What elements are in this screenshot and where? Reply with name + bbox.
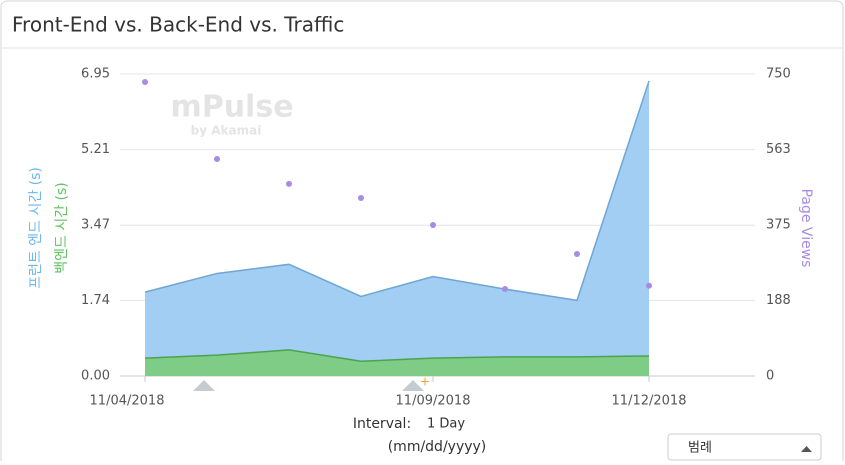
watermark: mPulse [170,90,293,125]
page-view-dot [214,155,220,162]
y2-tick-label: 563 [766,142,791,157]
y2-tick-label: 0 [766,369,774,384]
page-view-dot [142,79,148,86]
dropdown-arrow[interactable] [801,446,812,452]
page-view-dot [502,286,508,293]
page-view-dot [646,282,652,289]
date-format: (mm/dd/yyyy) [388,439,487,455]
page-view-dot [430,222,436,228]
y2-axis-title: Page Views [798,189,814,268]
legend-button-box[interactable] [667,433,822,461]
y-axis-title: 프런트 엔드 시간 (s) [28,167,44,289]
area-line [144,349,650,362]
x-tick-label: 11/04/2018 [90,394,165,409]
y-tick-label: 1.74 [81,293,110,308]
page-view-dot [358,195,364,202]
range-handle[interactable] [402,380,424,391]
page-view-dot [286,180,292,187]
y-tick-label: 6.95 [81,67,110,82]
chart-title: Front-End vs. Back-End vs. Traffic [12,13,344,37]
x-tick-label: 11/09/2018 [396,394,471,409]
y-axis-title: 백엔드 시간 (s) [54,182,70,274]
interval-value: 1 Day [427,417,465,432]
page-view-dot [574,250,580,257]
area-line [144,80,650,302]
watermark-sub: by Akamai [191,124,262,138]
legend-button-label[interactable]: 범례 [688,441,712,456]
area [145,80,649,376]
y-tick-label: 0.00 [81,369,110,384]
y2-tick-label: 188 [766,293,791,308]
interval-label: Interval: [353,416,411,432]
legend-button[interactable]: 범례 [667,433,822,461]
range-handle[interactable] [193,380,215,391]
area [145,349,649,376]
x-tick-label: 11/12/2018 [612,394,687,409]
y-tick-label: 3.47 [81,218,110,233]
y-tick-label: 5.21 [81,142,110,157]
event-marker: + [420,375,430,389]
y2-tick-label: 750 [766,67,791,82]
y2-tick-label: 375 [766,218,791,233]
